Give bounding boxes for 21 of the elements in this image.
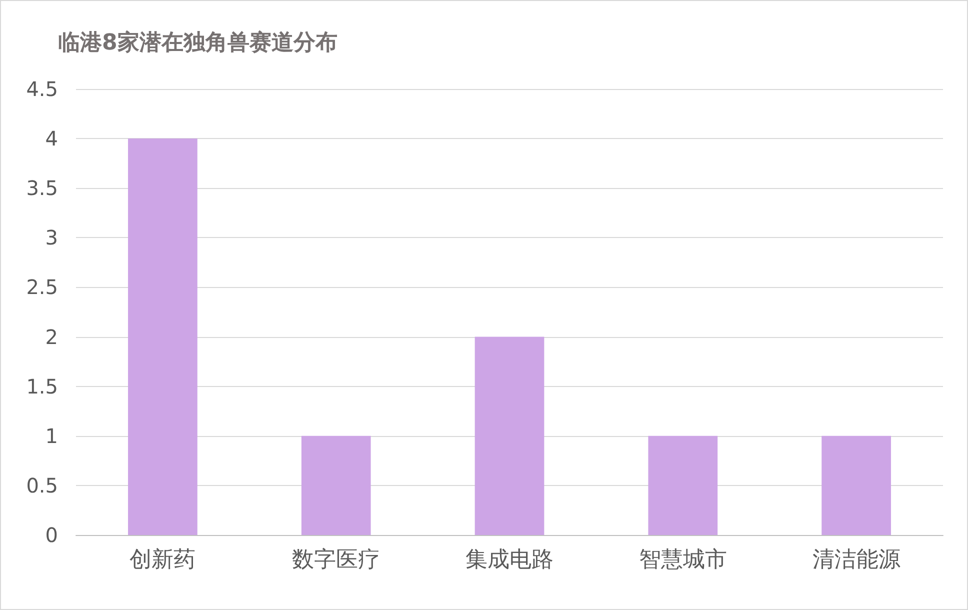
bar xyxy=(128,138,198,535)
y-tick-label: 0.5 xyxy=(26,473,58,498)
bar xyxy=(301,436,371,535)
chart-title: 临港8家潜在独角兽赛道分布 xyxy=(58,30,338,56)
y-tick-label: 1.5 xyxy=(26,374,58,398)
y-tick-label: 3 xyxy=(45,226,58,250)
y-tick-label: 1 xyxy=(45,424,58,448)
x-tick-label: 清洁能源 xyxy=(812,548,900,572)
y-tick-label: 2.5 xyxy=(26,275,58,300)
y-tick-label: 3.5 xyxy=(26,176,58,200)
x-tick-label: 创新药 xyxy=(130,548,196,572)
x-tick-label: 集成电路 xyxy=(466,548,554,572)
bar xyxy=(822,436,891,535)
y-tick-label: 2 xyxy=(45,324,58,349)
bar xyxy=(648,436,718,535)
x-tick-label: 数字医疗 xyxy=(292,548,380,572)
y-tick-label: 4.5 xyxy=(26,77,58,101)
y-tick-label: 4 xyxy=(45,126,58,151)
x-tick-label: 智慧城市 xyxy=(638,548,727,572)
bar xyxy=(474,336,544,535)
y-tick-label: 0 xyxy=(45,523,58,547)
